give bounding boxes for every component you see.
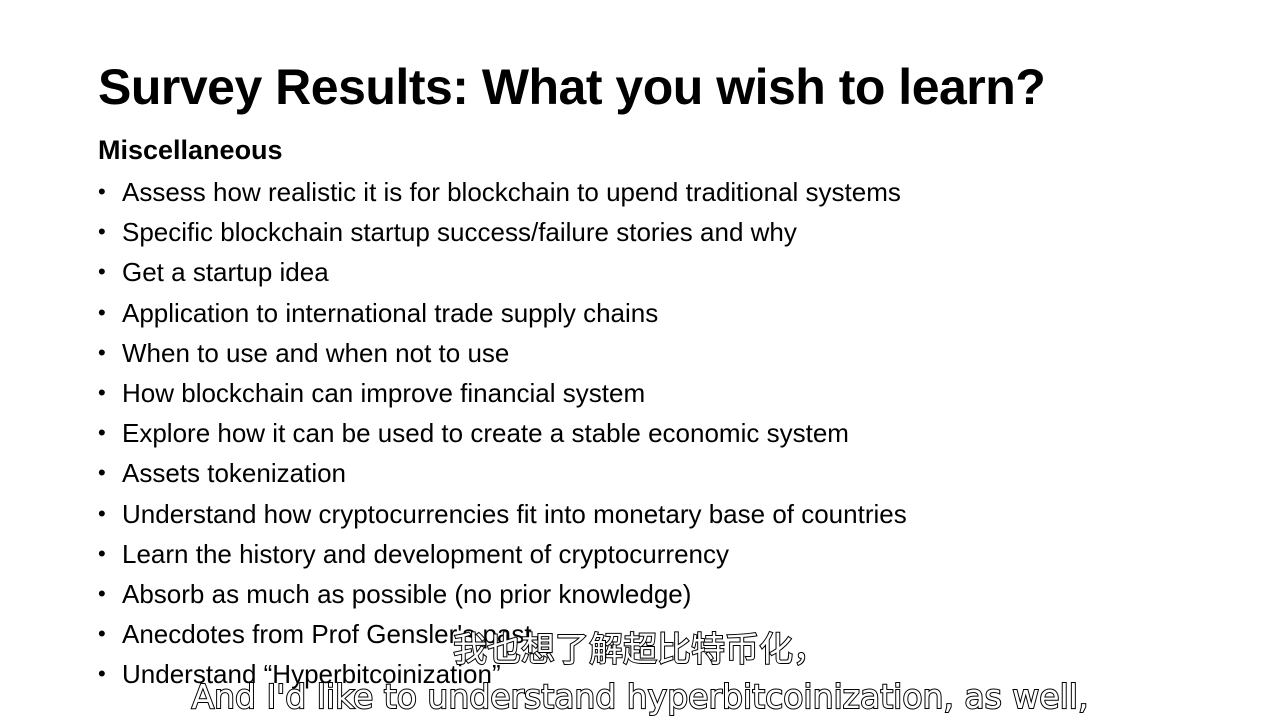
bullet-item: • Assets tokenization (98, 453, 907, 493)
bullet-item: • Anecdotes from Prof Gensler's past (98, 614, 907, 654)
bullet-item: • When to use and when not to use (98, 333, 907, 373)
bullet-text: Explore how it can be used to create a s… (122, 418, 849, 449)
bullet-dot: • (98, 621, 106, 647)
bullet-item: • Get a startup idea (98, 252, 907, 292)
bullet-item: • How blockchain can improve financial sy… (98, 373, 907, 413)
bullet-dot: • (98, 379, 106, 405)
bullet-dot: • (98, 580, 106, 606)
bullet-text: Application to international trade suppl… (122, 297, 659, 328)
bullet-item: • Specific blockchain startup success/fai… (98, 212, 907, 252)
bullet-text: Learn the history and development of cry… (122, 538, 730, 569)
subtitle-english: And I'd like to understand hyperbitcoini… (191, 676, 1090, 717)
subtitle-chinese: 我也想了解超比特币化， (452, 629, 828, 671)
bullet-item: • Explore how it can be used to create a … (98, 413, 907, 453)
bullet-text: Understand how cryptocurrencies fit into… (122, 498, 907, 529)
bullet-text: Assets tokenization (122, 458, 347, 489)
bullet-text: Absorb as much as possible (no prior kno… (122, 578, 692, 609)
bullet-item: • Understand how cryptocurrencies fit int… (98, 494, 907, 534)
bullet-list: • Assess how realistic it is for blockcha… (98, 172, 907, 694)
bullet-item: • Assess how realistic it is for blockcha… (98, 172, 907, 212)
bullet-dot: • (98, 420, 106, 446)
bullet-dot: • (98, 661, 106, 687)
bullet-item: • Learn the history and development of cr… (98, 534, 907, 574)
slide-title: Survey Results: What you wish to learn? (98, 59, 1046, 115)
bullet-text: Assess how realistic it is for blockchai… (122, 177, 901, 207)
bullet-text: Get a startup idea (122, 257, 329, 288)
bullet-item: • Application to international trade supp… (98, 293, 907, 333)
bullet-dot: • (98, 299, 106, 325)
bullet-item: • Absorb as much as possible (no prior kn… (98, 574, 907, 614)
bullet-dot: • (98, 179, 106, 204)
section-heading: Miscellaneous (98, 135, 283, 165)
bullet-text: Specific blockchain startup success/fail… (122, 217, 797, 248)
bullet-dot: • (98, 540, 106, 566)
bullet-dot: • (98, 259, 106, 285)
bullet-text: Understand “Hyperbitcoinization” (122, 659, 501, 690)
bullet-dot: • (98, 339, 106, 365)
bullet-text: Anecdotes from Prof Gensler's past (122, 619, 532, 650)
bullet-dot: • (98, 219, 106, 245)
bullet-text: When to use and when not to use (122, 337, 510, 368)
bullet-text: How blockchain can improve financial sys… (122, 377, 646, 408)
bullet-dot: • (98, 460, 106, 486)
bullet-dot: • (98, 500, 106, 526)
bullet-item: • Understand “Hyperbitcoinization” (98, 654, 907, 694)
